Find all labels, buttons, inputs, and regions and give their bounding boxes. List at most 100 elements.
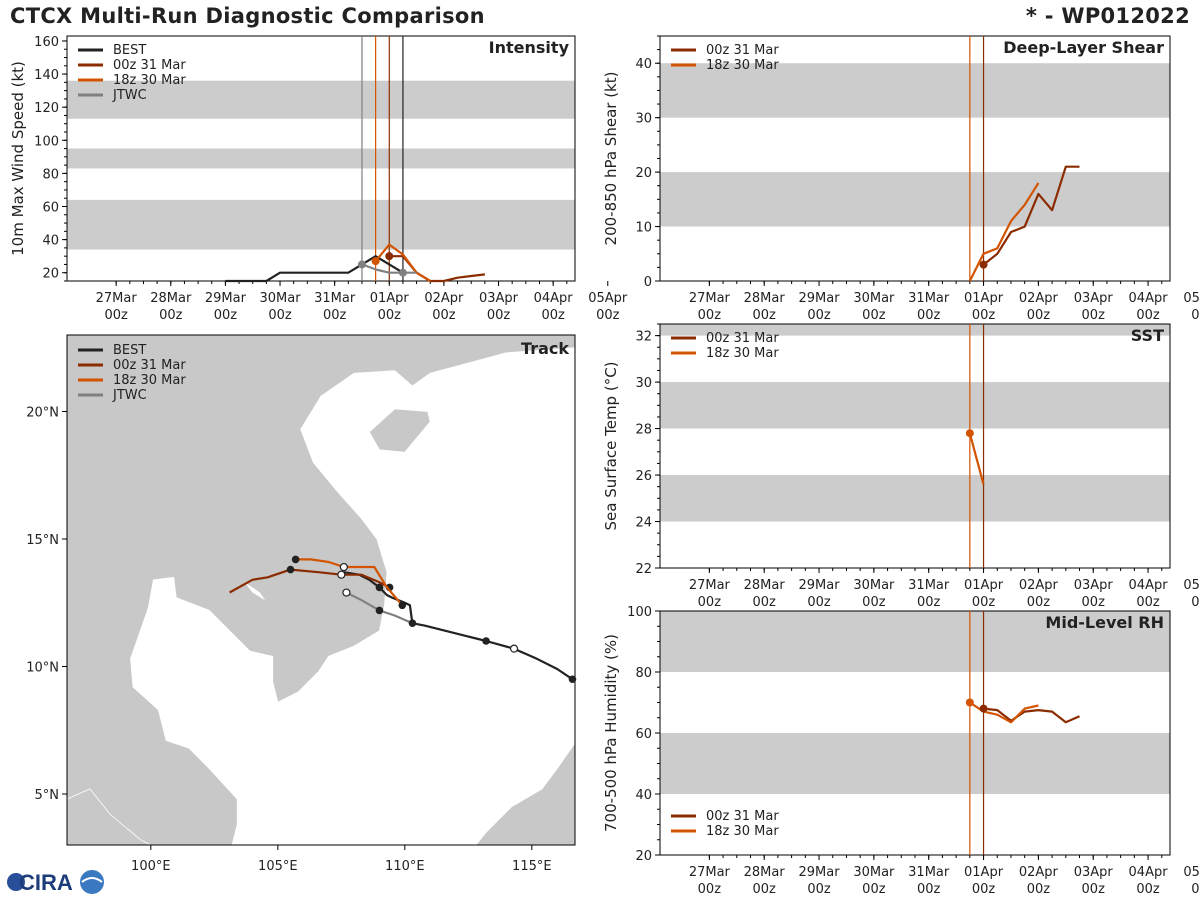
- sst-xtick-label: 00z: [1082, 595, 1106, 610]
- track-point-run00z: [286, 565, 295, 574]
- track-xtick-label: 105°E: [258, 859, 298, 874]
- cira-logo-left-globe-icon: [7, 873, 25, 891]
- track-xtick-label: 110°E: [385, 859, 425, 874]
- sst-xtick-label: 05Apr: [1183, 578, 1200, 593]
- shear-xtick-label: 00z: [1027, 308, 1051, 323]
- rh-marker-run00z: [979, 704, 988, 713]
- shear-xtick-label: 00z: [807, 308, 831, 323]
- rh-xtick-label: 00z: [917, 882, 941, 897]
- shear-xtick-label: 27Mar: [689, 291, 731, 306]
- intensity-xtick-label: 00z: [487, 308, 511, 323]
- sst-ytick-label: 30: [635, 376, 652, 391]
- track-legend-label: JTWC: [112, 388, 147, 403]
- sst-xtick-label: 04Apr: [1129, 578, 1169, 593]
- shear-panel-title: Deep-Layer Shear: [1003, 38, 1164, 57]
- shear-xtick-label: 00z: [1136, 308, 1160, 323]
- intensity-xtick-label: 00z: [541, 308, 565, 323]
- rh-xtick-label: 00z: [1191, 882, 1200, 897]
- sst-xtick-label: 29Mar: [798, 578, 840, 593]
- intensity-ytick-label: 40: [42, 234, 59, 249]
- intensity-xtick-label: 05Apr: [588, 291, 628, 306]
- intensity-legend-label: 18z 30 Mar: [113, 73, 186, 88]
- sst-xtick-label: 27Mar: [689, 578, 731, 593]
- shear-ylabel: 200-850 hPa Shear (kt): [602, 72, 620, 246]
- sst-xtick-label: 00z: [807, 595, 831, 610]
- rh-xtick-label: 01Apr: [964, 865, 1004, 880]
- intensity-xtick-label: 01Apr: [370, 291, 410, 306]
- track-panel: 100°E 105°E 110°E 115°E 5°N 10°N 15°N 20°N Track…: [26, 334, 588, 874]
- rh-xtick-label: 29Mar: [798, 865, 840, 880]
- sst-band: [660, 324, 1170, 336]
- sst-panel-title: SST: [1131, 326, 1164, 345]
- shear-ytick-label: 10: [635, 221, 652, 236]
- intensity-ylabel: 10m Max Wind Speed (kt): [9, 61, 27, 256]
- sst-ytick-label: 32: [635, 330, 652, 345]
- sst-ytick-label: 26: [635, 469, 652, 484]
- track-frame: [66, 334, 576, 846]
- intensity-panel: 20 40 60 80 100 120 140 160 27Mar 00z 28Mar 00z 29Ma…: [9, 35, 628, 323]
- shear-panel: 0 10 20 30 40 27Mar 00z 28Mar 00z 29Mar 00z 30Mar 00…: [602, 35, 1200, 323]
- track-line-run00z: [229, 568, 391, 594]
- track-land-sumatra: [67, 788, 151, 845]
- track-point-best: [482, 637, 490, 645]
- shear-xtick-label: 03Apr: [1074, 291, 1114, 306]
- shear-xtick-label: 28Mar: [744, 291, 786, 306]
- rh-xtick-label: 30Mar: [853, 865, 895, 880]
- track-point-open-run00z: [337, 570, 346, 579]
- rh-legend-label: 00z 31 Mar: [706, 809, 779, 824]
- sst-xtick-label: 31Mar: [908, 578, 950, 593]
- cira-logo-globe-icon: [80, 870, 104, 894]
- rh-xtick-label: 27Mar: [689, 865, 731, 880]
- rh-ytick-label: 100: [627, 605, 652, 620]
- intensity-marker-run00z: [385, 252, 394, 261]
- rh-ytick-label: 80: [635, 666, 652, 681]
- rh-band: [660, 733, 1170, 794]
- intensity-ytick-label: 20: [42, 267, 59, 282]
- track-xtick-label: 115°E: [512, 859, 552, 874]
- track-land-mainland: [67, 335, 575, 845]
- track-lake-tonle-sap: [244, 582, 266, 601]
- intensity-xtick-label: 28Mar: [150, 291, 192, 306]
- sst-legend-label: 00z 31 Mar: [706, 331, 779, 346]
- rh-xtick-label: 31Mar: [908, 865, 950, 880]
- track-land-borneo: [475, 742, 575, 845]
- sst-xtick-label: 00z: [917, 595, 941, 610]
- sst-xtick-label: 00z: [753, 595, 777, 610]
- intensity-xtick-label: 03Apr: [479, 291, 519, 306]
- shear-ytick-label: 40: [635, 57, 652, 72]
- sst-xtick-label: 00z: [1027, 595, 1051, 610]
- track-point-open-run18z: [339, 562, 348, 572]
- intensity-series-run00z: [389, 255, 486, 283]
- intensity-marker-run18z: [371, 257, 380, 266]
- shear-xtick-label: 00z: [972, 308, 996, 323]
- shear-series-run18z: [968, 182, 1040, 282]
- rh-xtick-label: 00z: [972, 882, 996, 897]
- shear-xtick-label: 01Apr: [964, 291, 1004, 306]
- intensity-xtick-label: 00z: [596, 308, 620, 323]
- sst-xtick-label: 30Mar: [853, 578, 895, 593]
- track-point-jtwc: [408, 619, 417, 627]
- track-land-palawan: [575, 669, 588, 695]
- sst-xtick-label: 00z: [972, 595, 996, 610]
- rh-xtick-label: 02Apr: [1019, 865, 1059, 880]
- rh-series-run18z: [969, 701, 1039, 724]
- track-land-group: [67, 335, 588, 845]
- track-point-best: [375, 583, 384, 592]
- track-ytick-label: 5°N: [35, 788, 60, 803]
- shear-legend-label: 18z 30 Mar: [706, 58, 779, 73]
- shear-ytick-label: 0: [644, 275, 652, 290]
- intensity-ytick-label: 80: [42, 167, 59, 182]
- sst-xtick-label: 00z: [698, 595, 722, 610]
- rh-xtick-label: 00z: [862, 882, 886, 897]
- sst-xtick-label: 00z: [1191, 595, 1200, 610]
- shear-xtick-label: 00z: [862, 308, 886, 323]
- intensity-band: [67, 148, 575, 169]
- intensity-xtick-label: 00z: [432, 308, 456, 323]
- track-point-best: [568, 675, 577, 684]
- track-xtick-label: 100°E: [131, 859, 171, 874]
- rh-panel-title: Mid-Level RH: [1045, 613, 1164, 632]
- sst-xtick-label: 28Mar: [744, 578, 786, 593]
- rh-series-run00z: [983, 707, 1080, 724]
- sst-ylabel: Sea Surface Temp (°C): [602, 361, 620, 530]
- shear-xtick-label: 00z: [917, 308, 941, 323]
